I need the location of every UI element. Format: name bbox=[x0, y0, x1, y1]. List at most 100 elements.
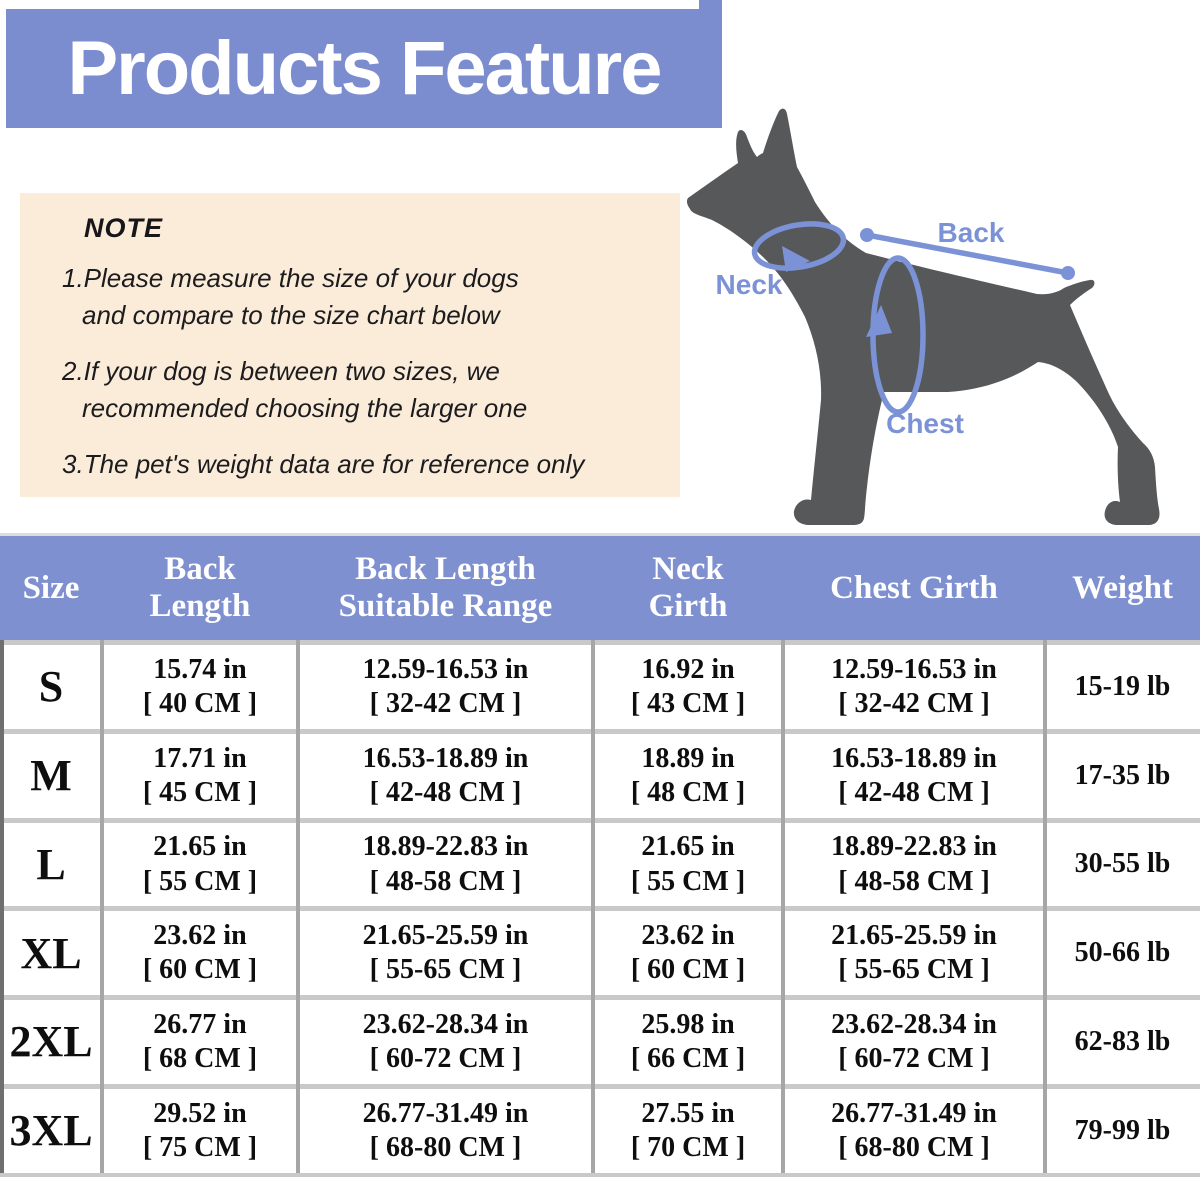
note-item-line: 1.Please measure the size of your dogs bbox=[62, 263, 519, 293]
back-label: Back bbox=[938, 217, 1005, 248]
value-cm: [ 68-80 CM ] bbox=[838, 1132, 990, 1164]
value-in: 21.65 in bbox=[641, 831, 735, 863]
note-item-line: and compare to the size chart below bbox=[82, 299, 500, 330]
cell-weight: 62-83 lb bbox=[1074, 1026, 1171, 1058]
header-label: Girth bbox=[648, 588, 728, 624]
value-cm: [ 55-65 CM ] bbox=[369, 954, 522, 986]
header-cell-suitable-range: Back Length Suitable Range bbox=[298, 536, 593, 640]
chest-arrowhead bbox=[866, 305, 892, 337]
value-cm: [ 48 CM ] bbox=[630, 776, 746, 808]
page-title: Products Feature bbox=[67, 26, 662, 111]
note-title: NOTE bbox=[84, 213, 164, 243]
cell-size: 3XL bbox=[9, 1106, 93, 1156]
header-label: Back Length bbox=[355, 551, 536, 588]
value-cm: [ 68-80 CM ] bbox=[369, 1132, 522, 1164]
table-left-border bbox=[0, 640, 4, 1173]
value-in: 21.65-25.59 in bbox=[362, 920, 529, 952]
header-label: Length bbox=[149, 588, 251, 624]
cell-neck-girth: 21.65 in [ 55 CM ] bbox=[593, 823, 783, 907]
cell-chest-girth: 23.62-28.34 in [ 60-72 CM ] bbox=[783, 1000, 1045, 1084]
cell-back-length: 29.52 in [ 75 CM ] bbox=[102, 1089, 298, 1173]
column-divider bbox=[591, 640, 595, 1173]
header-cell-back-length: Back Length bbox=[102, 536, 298, 640]
value-in: 23.62 in bbox=[641, 920, 735, 952]
value-in: 29.52 in bbox=[153, 1097, 247, 1129]
table-row-2xl: 2XL 26.77 in [ 68 CM ] 23.62-28.34 in [ … bbox=[0, 995, 1200, 1085]
note-item-line: 3.The pet's weight data are for referenc… bbox=[62, 448, 585, 479]
value-cm: [ 68 CM ] bbox=[142, 1043, 258, 1075]
cell-weight: 15-19 lb bbox=[1074, 670, 1171, 702]
value-cm: [ 48-58 CM ] bbox=[838, 865, 990, 897]
value-in: 25.98 in bbox=[641, 1009, 735, 1041]
cell-back-length: 17.71 in [ 45 CM ] bbox=[102, 734, 298, 818]
cell-suitable-range: 16.53-18.89 in [ 42-48 CM ] bbox=[298, 734, 593, 818]
note-item-line: 2.If your dog is between two sizes, we bbox=[62, 355, 500, 386]
cell-neck-girth: 23.62 in [ 60 CM ] bbox=[593, 911, 783, 995]
neck-label: Neck bbox=[716, 269, 783, 300]
table-row-l: L 21.65 in [ 55 CM ] 18.89-22.83 in [ 48… bbox=[0, 817, 1200, 907]
cell-weight: 17-35 lb bbox=[1074, 759, 1171, 791]
neck-girth-ellipse bbox=[751, 221, 847, 271]
value-in: 27.55 in bbox=[641, 1097, 735, 1129]
back-line-end-dot bbox=[1061, 266, 1075, 280]
header-cell-chest-girth: Chest Girth bbox=[783, 536, 1045, 640]
cell-neck-girth: 25.98 in [ 66 CM ] bbox=[593, 1000, 783, 1084]
header-cell-neck-girth: Neck Girth bbox=[593, 536, 783, 640]
dog-measurement-diagram: Back Neck Chest bbox=[686, 108, 1160, 525]
header-cell-weight: Weight bbox=[1045, 536, 1200, 640]
title-banner: Products Feature bbox=[6, 9, 722, 128]
value-cm: [ 55 CM ] bbox=[142, 865, 258, 897]
cell-size: XL bbox=[20, 928, 82, 978]
value-in: 15.74 in bbox=[153, 653, 247, 685]
cell-weight: 50-66 lb bbox=[1074, 937, 1171, 969]
note-item-1: 1.Please measure the size of your dogs a… bbox=[62, 260, 666, 334]
value-in: 21.65 in bbox=[153, 831, 247, 863]
value-in: 23.62 in bbox=[153, 920, 247, 952]
size-table-body: S 15.74 in [ 40 CM ] 12.59-16.53 in [ 32… bbox=[0, 640, 1200, 1177]
header-label: Size bbox=[22, 569, 80, 606]
cell-suitable-range: 12.59-16.53 in [ 32-42 CM ] bbox=[298, 645, 593, 729]
value-cm: [ 60-72 CM ] bbox=[369, 1043, 522, 1075]
value-cm: [ 40 CM ] bbox=[142, 687, 258, 719]
table-header-row: Size Back Length Back Length Suitable Ra… bbox=[0, 533, 1200, 640]
cell-chest-girth: 12.59-16.53 in [ 32-42 CM ] bbox=[783, 645, 1045, 729]
banner-corner-tab bbox=[699, 0, 722, 10]
value-cm: [ 66 CM ] bbox=[630, 1043, 746, 1075]
value-cm: [ 55-65 CM ] bbox=[838, 954, 990, 986]
value-cm: [ 60-72 CM ] bbox=[838, 1043, 990, 1075]
value-in: 17.71 in bbox=[153, 742, 247, 774]
cell-back-length: 21.65 in [ 55 CM ] bbox=[102, 823, 298, 907]
cell-back-length: 15.74 in [ 40 CM ] bbox=[102, 645, 298, 729]
cell-chest-girth: 18.89-22.83 in [ 48-58 CM ] bbox=[783, 823, 1045, 907]
value-cm: [ 60 CM ] bbox=[142, 954, 258, 986]
value-cm: [ 43 CM ] bbox=[630, 687, 746, 719]
column-divider bbox=[781, 640, 785, 1173]
cell-back-length: 23.62 in [ 60 CM ] bbox=[102, 911, 298, 995]
value-cm: [ 42-48 CM ] bbox=[838, 776, 990, 808]
table-row-xl: XL 23.62 in [ 60 CM ] 21.65-25.59 in [ 5… bbox=[0, 906, 1200, 996]
cell-suitable-range: 23.62-28.34 in [ 60-72 CM ] bbox=[298, 1000, 593, 1084]
value-in: 26.77-31.49 in bbox=[831, 1097, 997, 1129]
value-in: 18.89 in bbox=[641, 742, 735, 774]
column-divider bbox=[100, 640, 104, 1173]
value-in: 23.62-28.34 in bbox=[362, 1009, 529, 1041]
value-in: 26.77 in bbox=[153, 1009, 247, 1041]
value-cm: [ 55 CM ] bbox=[630, 865, 746, 897]
value-cm: [ 70 CM ] bbox=[630, 1132, 746, 1164]
header-cell-size: Size bbox=[0, 536, 102, 640]
neck-arrowhead bbox=[782, 246, 810, 272]
cell-suitable-range: 18.89-22.83 in [ 48-58 CM ] bbox=[298, 823, 593, 907]
back-measure-line bbox=[864, 232, 1071, 276]
cell-suitable-range: 21.65-25.59 in [ 55-65 CM ] bbox=[298, 911, 593, 995]
value-cm: [ 32-42 CM ] bbox=[369, 687, 522, 719]
header-label: Suitable Range bbox=[338, 588, 553, 624]
value-in: 16.92 in bbox=[641, 653, 735, 685]
cell-neck-girth: 16.92 in [ 43 CM ] bbox=[593, 645, 783, 729]
cell-chest-girth: 16.53-18.89 in [ 42-48 CM ] bbox=[783, 734, 1045, 818]
column-divider bbox=[1043, 640, 1047, 1173]
column-divider bbox=[296, 640, 300, 1173]
note-item-3: 3.The pet's weight data are for referenc… bbox=[62, 446, 666, 483]
cell-neck-girth: 18.89 in [ 48 CM ] bbox=[593, 734, 783, 818]
cell-size: S bbox=[38, 662, 64, 712]
